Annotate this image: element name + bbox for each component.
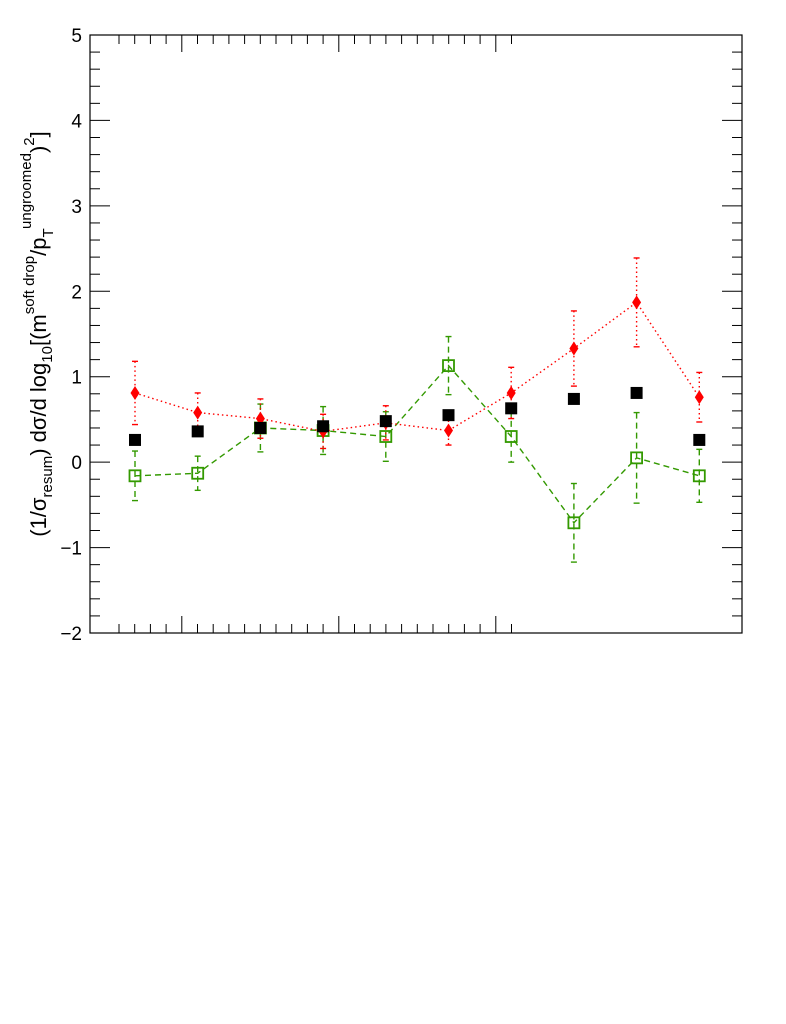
data-point xyxy=(254,421,267,434)
data-point xyxy=(317,420,330,433)
ylabel-log-sub: 10 xyxy=(39,346,56,363)
data-point xyxy=(379,415,392,428)
data-point xyxy=(444,423,453,438)
y-axis-title: (1/σresum) dσ/d log10[(msoft drop/pTungr… xyxy=(18,131,57,537)
y-axis-title-text: (1/σresum) dσ/d log10[(msoft drop/pTungr… xyxy=(18,131,57,537)
data-point xyxy=(504,430,518,443)
y-tick-label: −2 xyxy=(60,624,82,645)
plot-frame xyxy=(89,34,743,634)
series-layer xyxy=(128,257,706,563)
ylabel-softdrop-sup: soft drop xyxy=(21,256,38,314)
ylabel-slash: /p xyxy=(26,238,51,256)
data-point xyxy=(630,451,643,465)
data-point xyxy=(191,466,205,480)
data-point xyxy=(442,359,455,373)
y-tick-label: 3 xyxy=(71,197,82,218)
ylabel-close-bracket: ] xyxy=(26,131,51,137)
series-line xyxy=(134,364,700,524)
y-tick-labels: −2 −1 0 1 2 3 4 5 xyxy=(60,26,82,645)
ylabel-ungroomed-sup: ungroomed xyxy=(18,153,35,229)
data-point xyxy=(130,385,140,400)
ylabel-middle: ) dσ/d log xyxy=(26,363,51,456)
ylabel-close-paren: ) xyxy=(26,146,51,153)
data-point xyxy=(129,433,141,446)
data-point xyxy=(379,430,393,443)
y-tick-label: −1 xyxy=(60,539,82,560)
data-point xyxy=(193,405,203,420)
data-point xyxy=(694,390,704,405)
data-point xyxy=(567,392,580,405)
y-tick-label: 4 xyxy=(71,111,82,132)
y-tick-label: 2 xyxy=(71,282,82,303)
data-point xyxy=(569,341,579,356)
data-point xyxy=(505,402,518,415)
y-tick-label: 5 xyxy=(71,26,82,47)
ylabel-two-sup: 2 xyxy=(21,137,38,145)
ylabel-prefix: (1/σ xyxy=(26,497,51,537)
y-tick-label: 0 xyxy=(71,453,82,474)
data-point xyxy=(191,425,204,438)
y-tick-label: 1 xyxy=(71,368,82,389)
series-black-squares xyxy=(129,386,706,446)
data-point xyxy=(692,469,706,483)
ylabel-bracket: [(m xyxy=(26,314,51,346)
axis-ticks xyxy=(90,34,742,634)
data-point xyxy=(506,385,516,400)
ylabel-resum-sub: resum xyxy=(39,456,56,498)
ylabel-t-sub: T xyxy=(40,229,57,238)
data-point xyxy=(693,433,706,446)
data-point xyxy=(630,386,643,399)
data-point xyxy=(442,409,455,422)
data-point xyxy=(632,295,642,310)
data-point xyxy=(567,516,581,530)
data-point xyxy=(128,469,142,483)
